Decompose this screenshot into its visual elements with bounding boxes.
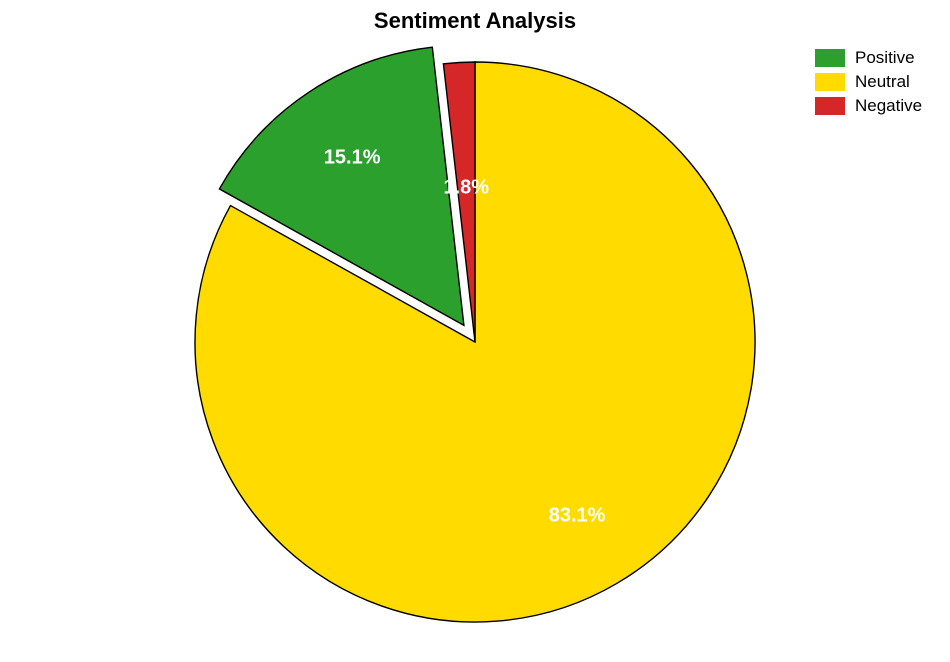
legend-label: Neutral [855,72,910,92]
legend: Positive Neutral Negative [815,48,922,120]
slice-label-negative: 1.8% [443,177,489,200]
legend-item: Neutral [815,72,922,92]
legend-swatch [815,49,845,67]
chart-container: Sentiment Analysis PositiveNeutralNegati… [0,0,950,662]
legend-swatch [815,97,845,115]
slice-label-positive: 15.1% [324,146,381,169]
legend-label: Positive [855,48,915,68]
legend-item: Positive [815,48,922,68]
slice-label-neutral: 83.1% [549,504,606,527]
legend-item: Negative [815,96,922,116]
pie-chart [0,0,950,662]
legend-label: Negative [855,96,922,116]
legend-swatch [815,73,845,91]
